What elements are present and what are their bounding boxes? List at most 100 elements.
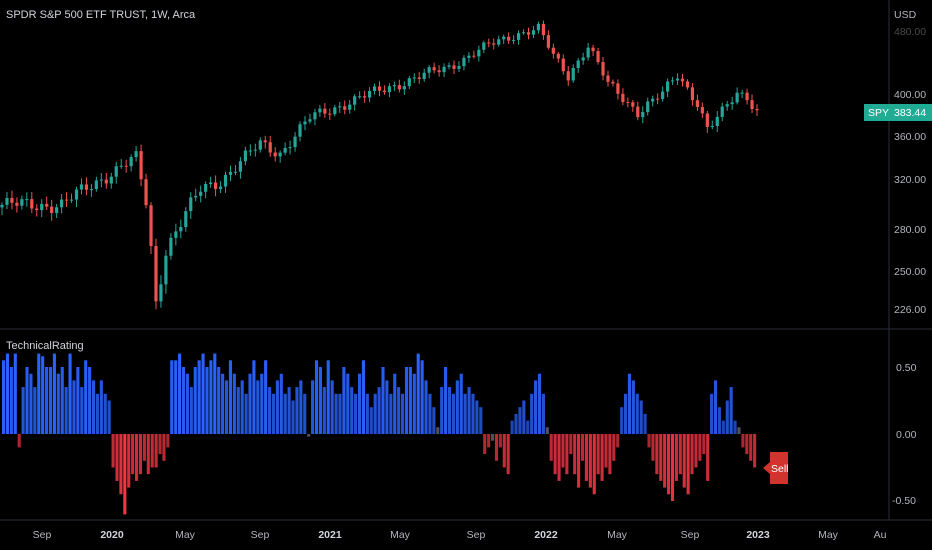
rating-bar xyxy=(749,434,753,461)
rating-bar xyxy=(565,434,569,475)
rating-bar xyxy=(506,434,510,475)
candle-body xyxy=(323,108,327,114)
rating-bar xyxy=(588,434,592,488)
candle-body xyxy=(740,92,744,94)
candle-body xyxy=(651,98,655,102)
rating-bar xyxy=(2,360,6,434)
rating-bar xyxy=(29,373,33,434)
rating-bar xyxy=(643,413,647,434)
price-badge-value: 383.44 xyxy=(894,107,926,119)
time-axis-label: Sep xyxy=(251,529,270,541)
candle-body xyxy=(377,86,382,91)
rating-bar xyxy=(510,420,514,434)
rating-bar xyxy=(354,393,358,434)
candle-body xyxy=(502,36,506,40)
candle-body xyxy=(516,33,521,40)
rating-bar xyxy=(623,393,628,434)
time-axis-label: Sep xyxy=(33,529,52,541)
rating-bar xyxy=(553,434,557,475)
sell-label-bg xyxy=(763,452,788,484)
candle-body xyxy=(541,23,546,36)
candle-body xyxy=(606,75,610,82)
candle-body xyxy=(750,100,754,110)
rating-bar xyxy=(135,434,139,481)
indicator-title[interactable]: TechnicalRating xyxy=(6,340,84,352)
rating-bar xyxy=(64,387,68,434)
rating-bar xyxy=(88,367,92,434)
rating-bar xyxy=(217,367,221,434)
candle-body xyxy=(566,71,570,81)
candle-body xyxy=(283,147,287,153)
rating-bar xyxy=(311,380,315,434)
rating-bar xyxy=(17,434,21,448)
candle-body xyxy=(616,83,620,94)
rating-bar xyxy=(314,360,319,434)
candle-body xyxy=(89,189,94,191)
rating-bar xyxy=(107,400,111,434)
rating-bar xyxy=(256,380,260,434)
candle-body xyxy=(447,65,451,67)
sell-signal-label[interactable]: Sell xyxy=(763,452,789,484)
rating-bar xyxy=(451,393,455,434)
candle-body xyxy=(109,176,113,184)
candle-body xyxy=(626,102,630,104)
candle-body xyxy=(308,119,312,122)
candle-body xyxy=(243,150,247,162)
candle-body xyxy=(268,142,272,153)
candle-body xyxy=(55,207,59,213)
rating-bar xyxy=(432,407,436,434)
rating-bar xyxy=(287,387,291,434)
rating-bar xyxy=(244,393,248,434)
candle-body xyxy=(159,284,163,302)
rating-bar xyxy=(162,434,166,461)
candle-body xyxy=(154,246,158,302)
rating-bar xyxy=(463,393,467,434)
candle-body xyxy=(258,140,262,150)
price-candles[interactable] xyxy=(0,20,759,310)
rating-bar xyxy=(252,360,256,434)
candle-body xyxy=(695,100,699,107)
symbol-badge-bg xyxy=(864,104,890,121)
candle-body xyxy=(591,47,595,52)
rating-bar xyxy=(103,393,107,434)
time-axis[interactable]: Sep 2020 May Sep 2021 May Sep 2022 May Sep 2023 May… xyxy=(33,529,887,541)
rating-bar xyxy=(682,434,686,488)
rating-bar xyxy=(397,387,401,434)
rating-bar xyxy=(99,380,103,434)
candle-body xyxy=(139,151,143,180)
rating-bar xyxy=(737,427,741,434)
rating-bar xyxy=(424,380,428,434)
technical-rating-bars[interactable] xyxy=(2,353,757,515)
candle-body xyxy=(611,81,615,84)
candle-body xyxy=(725,104,729,107)
candle-body xyxy=(551,47,555,54)
candle-body xyxy=(134,151,138,158)
rating-bar xyxy=(84,360,88,434)
rating-bar xyxy=(95,393,99,434)
candle-body xyxy=(482,42,486,50)
candle-body xyxy=(472,55,476,57)
rating-bar xyxy=(428,393,432,434)
candle-body xyxy=(417,77,421,79)
rating-bar xyxy=(264,360,268,434)
rating-bar xyxy=(667,434,671,495)
candle-body xyxy=(412,77,416,79)
currency-label[interactable]: USD xyxy=(894,9,917,21)
candle-body xyxy=(114,166,118,177)
candle-body xyxy=(680,78,685,82)
candle-body xyxy=(164,255,168,285)
candle-body xyxy=(661,91,665,99)
last-price-badge[interactable]: SPY 383.44 xyxy=(864,104,932,121)
rating-bar xyxy=(166,434,170,448)
rating-bar xyxy=(131,434,135,475)
candle-body xyxy=(402,86,406,90)
symbol-title[interactable]: SPDR S&P 500 ETF TRUST, 1W, Arca xyxy=(6,9,196,21)
rating-bar xyxy=(729,387,733,434)
candle-body xyxy=(348,104,352,110)
candle-body xyxy=(487,42,491,44)
rating-bar xyxy=(381,367,385,434)
rating-bar xyxy=(514,413,518,434)
candle-body xyxy=(10,197,14,203)
rating-bar xyxy=(13,353,17,434)
